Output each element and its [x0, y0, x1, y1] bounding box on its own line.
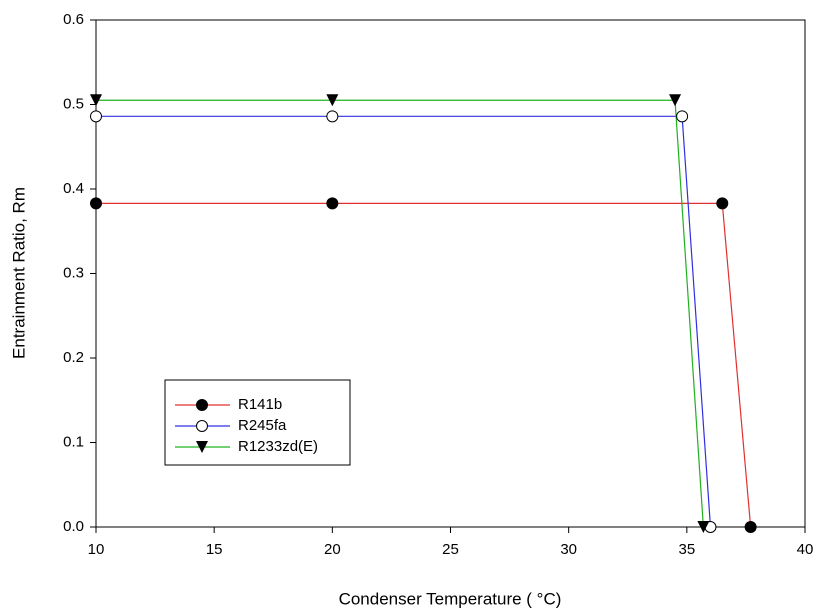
data-point [744, 521, 757, 533]
x-tick-label: 10 [88, 541, 105, 558]
legend-marker [196, 441, 208, 453]
data-point [676, 110, 689, 123]
data-point [90, 110, 102, 123]
x-tick-label: 40 [797, 541, 814, 558]
x-tick-label: 35 [678, 541, 695, 558]
data-point [90, 94, 102, 107]
legend-box [164, 379, 351, 466]
legend-label: R245fa [238, 417, 287, 434]
legend-label: R141b [238, 396, 282, 413]
data-point [90, 197, 102, 210]
series-line [96, 202, 752, 528]
y-tick-label: 0.2 [63, 349, 84, 366]
x-tick-label: 15 [206, 541, 223, 558]
legend-label: R1233zd(E) [238, 438, 318, 455]
data-point [326, 197, 339, 210]
series-line [96, 115, 712, 528]
y-tick-label: 0.1 [63, 433, 84, 450]
legend-marker [196, 420, 208, 432]
data-point [326, 94, 339, 107]
x-axis-title: Condenser Temperature ( °C) [339, 589, 562, 608]
data-point [716, 197, 729, 210]
y-axis-title: Entrainment Ratio, Rm [9, 187, 28, 359]
y-tick-label: 0.3 [63, 264, 84, 281]
series-line [96, 99, 704, 528]
x-tick-label: 25 [442, 541, 459, 558]
legend-marker [196, 399, 208, 411]
data-point [669, 94, 682, 107]
data-point [326, 110, 339, 123]
x-tick-label: 20 [324, 541, 341, 558]
x-tick-label: 30 [560, 541, 577, 558]
y-tick-label: 0.5 [63, 95, 84, 112]
data-point [697, 521, 710, 533]
y-tick-label: 0.4 [63, 180, 84, 197]
y-tick-label: 0.0 [63, 518, 84, 535]
y-tick-label: 0.6 [63, 11, 84, 28]
